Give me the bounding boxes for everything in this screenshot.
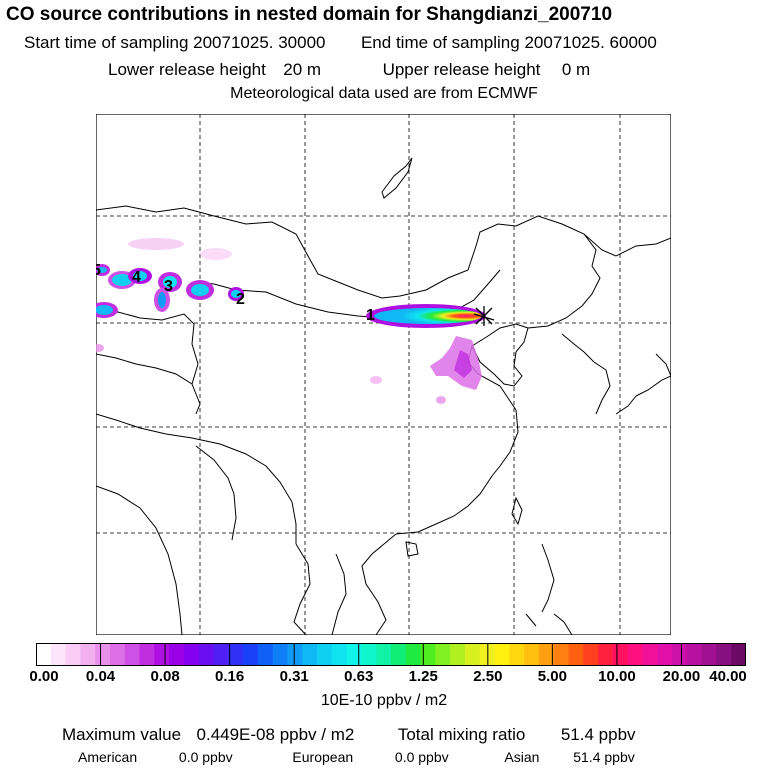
region-breakdown: American 0.0 ppbv European 0.0 ppbv Asia… [78, 749, 635, 765]
color-scale-cell [272, 643, 289, 666]
color-scale-tick-label: 0.00 [29, 668, 59, 685]
color-scale-cell [701, 643, 718, 666]
sampling-time-line: Start time of sampling 20071025. 30000 E… [24, 33, 657, 53]
met-data-note: Meteorological data used are from ECMWF [230, 85, 538, 102]
color-scale-cell [95, 643, 111, 666]
color-scale-units: 10E-10 ppbv / m2 [320, 692, 448, 709]
color-scale-cell [124, 643, 141, 666]
color-scale-bar [36, 643, 746, 666]
summary-line: Maximum value 0.449E-08 ppbv / m2 Total … [62, 725, 636, 745]
color-scale-cell [198, 643, 215, 666]
color-scale-cell [228, 643, 244, 666]
color-scale-tick-label: 5.00 [537, 668, 567, 685]
color-scale-cell [243, 643, 259, 666]
color-scale-tick-label: 1.25 [408, 668, 438, 685]
plot-title: CO source contributions in nested domain… [6, 4, 613, 25]
color-scale-cell [346, 643, 363, 666]
release-height-line: Lower release height 20 m Upper release … [108, 60, 590, 80]
asian-value: 51.4 ppbv [573, 749, 635, 765]
upper-value: 0 m [561, 60, 591, 79]
color-scale-cell [583, 643, 599, 666]
color-scale-cell [361, 643, 377, 666]
source-label-4: 4 [132, 269, 141, 286]
color-scale-cell [686, 643, 703, 666]
color-scale-cell [317, 643, 333, 666]
source-label-1: 1 [366, 307, 375, 324]
color-scale-tick-label: 0.31 [279, 668, 309, 685]
source-label-3: 3 [164, 278, 173, 295]
color-scale-tick-label: 10.00 [598, 668, 636, 685]
color-scale-tick-label: 2.50 [473, 668, 503, 685]
color-scale-cell [169, 643, 185, 666]
color-scale-cell [553, 643, 570, 666]
map-frame [96, 114, 671, 635]
color-scale-ticks: 0.00 0.04 0.08 0.16 0.31 0.63 1.25 2.50 5.00 10.0… [0, 668, 768, 690]
color-scale-cell [36, 643, 52, 666]
color-scale-cell [302, 643, 318, 666]
lower-value: 20 m [283, 60, 322, 79]
lower-label: Lower release height [108, 60, 266, 79]
color-scale-cell [657, 643, 673, 666]
color-scale-tick-label: 0.04 [85, 668, 116, 685]
end-value: 20071025. 60000 [524, 33, 657, 52]
color-scale-cell [50, 643, 67, 666]
total-value: 51.4 ppbv [560, 725, 636, 744]
color-scale-cell [568, 643, 584, 666]
color-scale-tick-label: 0.16 [215, 668, 245, 685]
start-value: 20071025. 30000 [193, 33, 326, 52]
color-scale-cell [642, 643, 658, 666]
max-value: 0.449E-08 ppbv / m2 [196, 725, 355, 744]
total-label: Total mixing ratio [397, 725, 526, 744]
color-scale-cell [154, 643, 170, 666]
color-scale-cell [524, 643, 540, 666]
color-scale-cell [672, 643, 688, 666]
color-scale-cell [627, 643, 644, 666]
color-scale-cell [716, 643, 732, 666]
color-scale-cell [464, 643, 481, 666]
color-scale-cell [435, 643, 451, 666]
start-label: Start time of sampling [24, 33, 189, 52]
color-scale-cell [612, 643, 629, 666]
american-value: 0.0 ppbv [178, 749, 233, 765]
color-scale-cell [420, 643, 436, 666]
color-scale-cell [65, 643, 81, 666]
color-scale-cell [183, 643, 200, 666]
color-scale-cell [538, 643, 555, 666]
concentration-field [96, 238, 486, 404]
color-scale-cell [331, 643, 348, 666]
color-scale-cell [731, 643, 746, 666]
upper-label: Upper release height [382, 60, 541, 79]
star-icon [473, 306, 495, 326]
color-scale-cell [80, 643, 96, 666]
color-scale-tick-label: 40.00 [709, 668, 747, 685]
color-scale-cell [405, 643, 422, 666]
color-scale-cell [376, 643, 392, 666]
color-scale-cell [287, 643, 303, 666]
source-label-2: 2 [236, 291, 245, 308]
american-label: American [78, 749, 138, 765]
map-boundaries [96, 157, 671, 635]
source-label-5: 5 [96, 262, 101, 279]
color-scale-cell [139, 643, 155, 666]
map-grid [96, 114, 671, 635]
color-scale-cell [257, 643, 274, 666]
european-label: European [292, 749, 354, 765]
max-label: Maximum value [62, 725, 182, 744]
color-scale-cell [109, 643, 126, 666]
color-scale-tick-label: 0.08 [150, 668, 180, 685]
map-panel: 1 2 3 4 5 [96, 114, 671, 635]
color-scale-cell [213, 643, 229, 666]
color-scale-cell [391, 643, 407, 666]
color-scale-cell [450, 643, 466, 666]
color-scale-cell [598, 643, 614, 666]
color-scale-cell [494, 643, 510, 666]
color-scale-cell [509, 643, 525, 666]
european-value: 0.0 ppbv [394, 749, 449, 765]
color-scale-tick-label: 20.00 [662, 668, 701, 685]
asian-label: Asian [504, 749, 540, 765]
color-scale-tick-label: 0.63 [344, 668, 374, 685]
end-label: End time of sampling [360, 33, 520, 52]
